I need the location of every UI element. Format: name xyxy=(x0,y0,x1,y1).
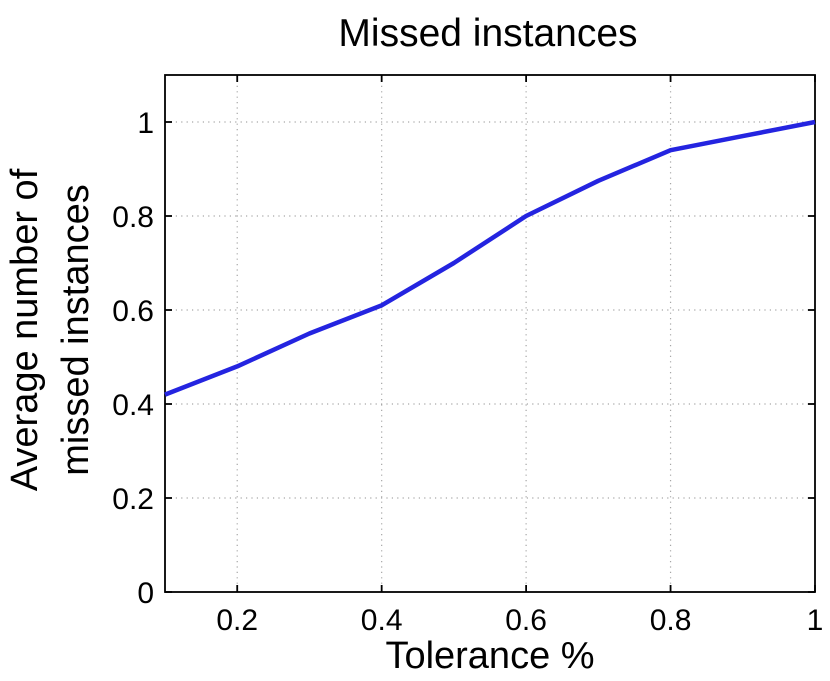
x-tick-label: 0.2 xyxy=(216,604,258,637)
x-tick-label: 1 xyxy=(807,604,824,637)
y-tick-label: 0 xyxy=(137,577,154,610)
y-tick-label: 0.4 xyxy=(112,389,154,422)
x-tick-label: 0.6 xyxy=(505,604,547,637)
y-tick-label: 0.6 xyxy=(112,295,154,328)
y-tick-label: 0.8 xyxy=(112,201,154,234)
plot-border xyxy=(164,74,816,593)
data-line-missed-instances xyxy=(164,119,816,397)
x-tick-label: 0.4 xyxy=(361,604,403,637)
y-axis-label-line2: missed instances xyxy=(55,184,97,475)
y-axis-label-line1: Average number of xyxy=(4,168,46,491)
x-tick-label: 0.8 xyxy=(650,604,692,637)
x-axis-label: Tolerance % xyxy=(385,635,594,677)
y-tick-label: 0.2 xyxy=(112,483,154,516)
y-tick-label: 1 xyxy=(137,107,154,140)
chart-title: Missed instances xyxy=(338,12,637,55)
